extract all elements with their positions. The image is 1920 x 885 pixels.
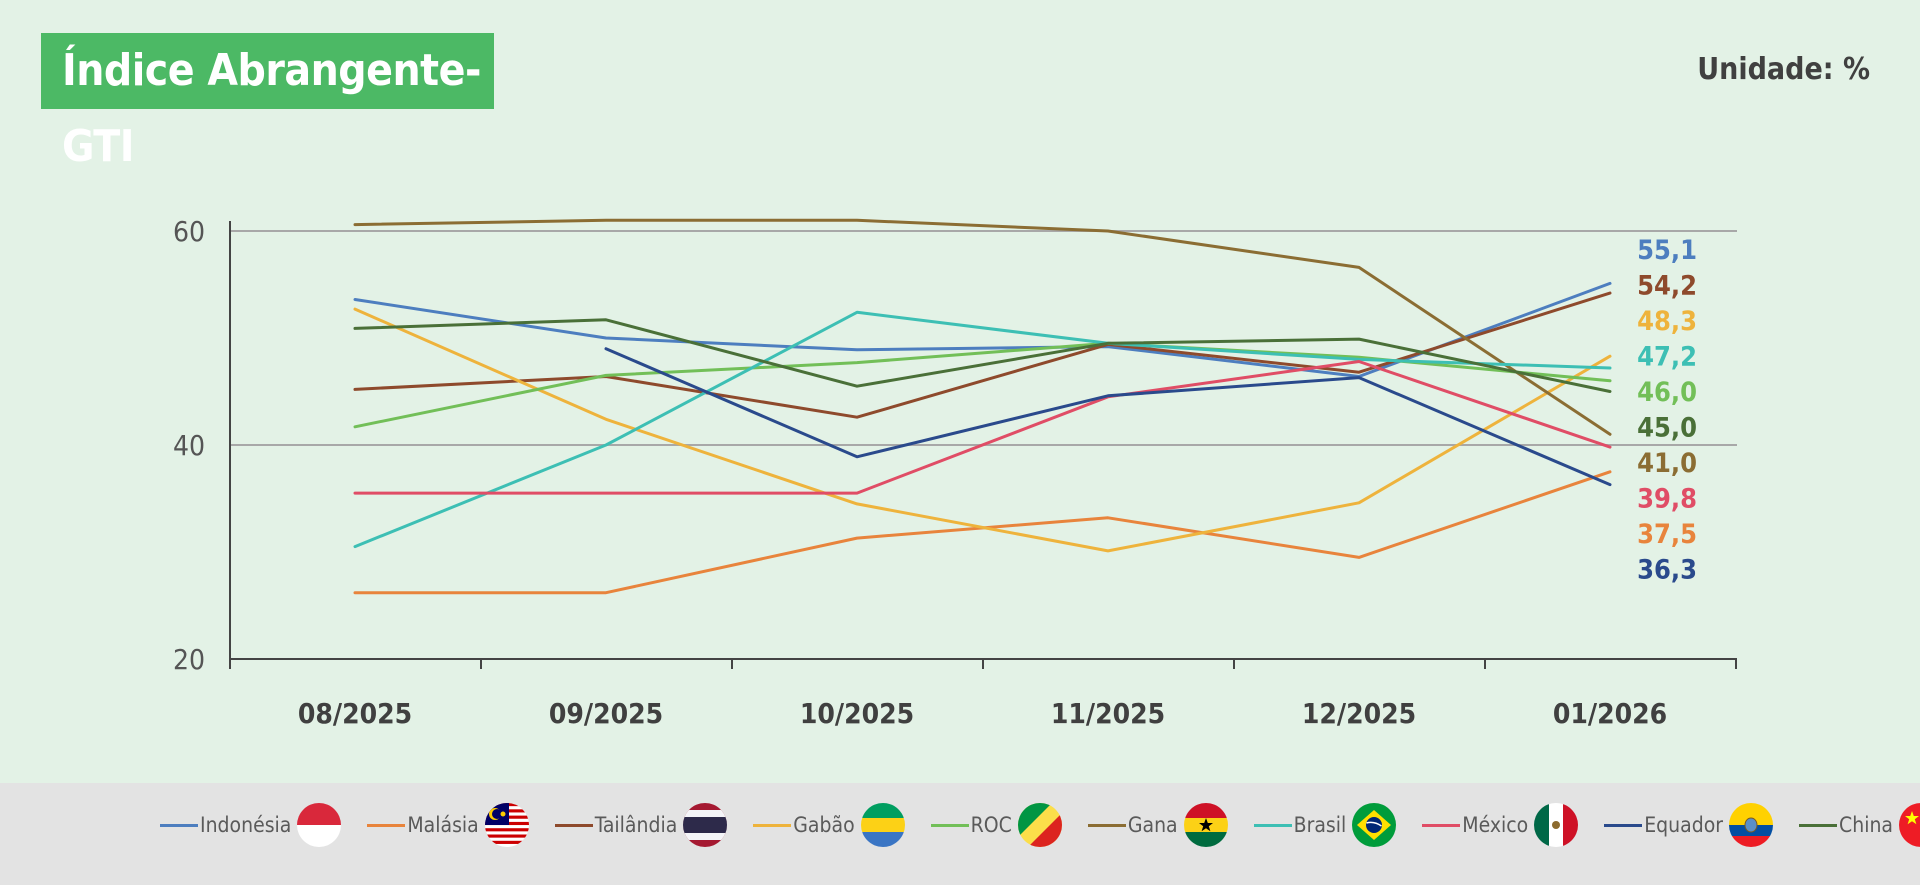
- legend-swatch: [930, 823, 969, 827]
- y-tick-label: 20: [173, 643, 205, 676]
- legend-swatch: [1253, 823, 1292, 827]
- line-chart: 20 40 60 08/2025 09/2025 10/2025 11/2025 12/202…: [173, 215, 1737, 730]
- legend-label: Gabão: [793, 813, 855, 837]
- legend: Indonésia Malásia Tailândia Gabão ROC Gana Bra…: [0, 783, 1920, 885]
- legend-item: Indonésia: [160, 803, 342, 847]
- series-line-equador: [604, 347, 1612, 487]
- data-label: 55,1: [1637, 235, 1697, 266]
- legend-label: Malásia: [407, 813, 479, 837]
- series-line-méxico: [353, 360, 1612, 495]
- legend-item: ROC: [930, 803, 1062, 847]
- legend-label: Indonésia: [200, 813, 292, 837]
- legend-label: Gana: [1127, 813, 1178, 837]
- indonesia-flag-icon: [297, 803, 342, 847]
- data-label: 45,0: [1637, 413, 1697, 444]
- legend-item: China: [1799, 803, 1920, 847]
- unit-label: Unidade: %: [1697, 52, 1870, 87]
- y-tick-label: 60: [173, 215, 205, 248]
- data-label: 48,3: [1637, 306, 1697, 337]
- legend-label: México: [1462, 813, 1529, 837]
- legend-label: China: [1839, 813, 1894, 837]
- legend-swatch: [753, 823, 792, 827]
- data-label: 54,2: [1637, 271, 1697, 302]
- series-line-tailândia: [353, 291, 1612, 419]
- thailand-flag-icon: [683, 803, 728, 847]
- data-label: 36,3: [1637, 555, 1697, 586]
- series-line-gabão: [353, 307, 1612, 553]
- china-flag-icon: [1899, 803, 1920, 847]
- legend-item: Gabão: [753, 803, 905, 847]
- series-line-roc: [353, 341, 1612, 429]
- y-tick-label: 40: [173, 429, 205, 462]
- legend-item: Equador: [1604, 803, 1774, 847]
- legend-items: Indonésia Malásia Tailândia Gabão ROC Gana Bra…: [160, 801, 1920, 849]
- ecuador-flag-icon: [1729, 803, 1774, 847]
- legend-label: ROC: [970, 813, 1012, 837]
- series-line-china: [353, 318, 1612, 393]
- data-label: 47,2: [1637, 342, 1697, 373]
- legend-swatch: [1799, 823, 1838, 827]
- x-tick-label: 12/2025: [1302, 697, 1416, 730]
- legend-item: Brasil: [1253, 803, 1397, 847]
- brazil-flag-icon: [1352, 803, 1397, 847]
- legend-swatch: [1604, 823, 1643, 827]
- data-label: 37,5: [1637, 519, 1697, 550]
- ghana-flag-icon: [1183, 803, 1228, 847]
- x-tick-label: 08/2025: [298, 697, 412, 730]
- legend-label: Tailândia: [594, 813, 678, 837]
- legend-swatch: [1087, 823, 1126, 827]
- series-line-gana: [353, 218, 1612, 436]
- malaysia-flag-icon: [484, 803, 529, 847]
- chart-title: Índice Abrangente-GTI: [41, 33, 494, 172]
- mexico-flag-icon: [1534, 803, 1579, 847]
- legend-item: Malásia: [367, 803, 529, 847]
- legend-item: Tailândia: [554, 803, 728, 847]
- data-label: 39,8: [1637, 484, 1697, 515]
- series-line-malásia: [353, 470, 1612, 595]
- congo-flag-icon: [1017, 803, 1062, 847]
- legend-swatch: [1422, 823, 1461, 827]
- legend-swatch: [554, 823, 593, 827]
- x-tick-label: 01/2026: [1553, 697, 1667, 730]
- legend-label: Equador: [1644, 813, 1724, 837]
- legend-swatch: [367, 823, 406, 827]
- series-line-brasil: [353, 310, 1612, 549]
- x-tick-label: 10/2025: [800, 697, 914, 730]
- legend-label: Brasil: [1293, 813, 1347, 837]
- legend-item: Gana: [1087, 803, 1228, 847]
- legend-item: México: [1422, 803, 1579, 847]
- data-label: 46,0: [1637, 377, 1697, 408]
- data-label: 41,0: [1637, 448, 1697, 479]
- x-tick-label: 11/2025: [1051, 697, 1165, 730]
- gabon-flag-icon: [860, 803, 905, 847]
- x-tick-label: 09/2025: [549, 697, 663, 730]
- legend-swatch: [160, 823, 198, 827]
